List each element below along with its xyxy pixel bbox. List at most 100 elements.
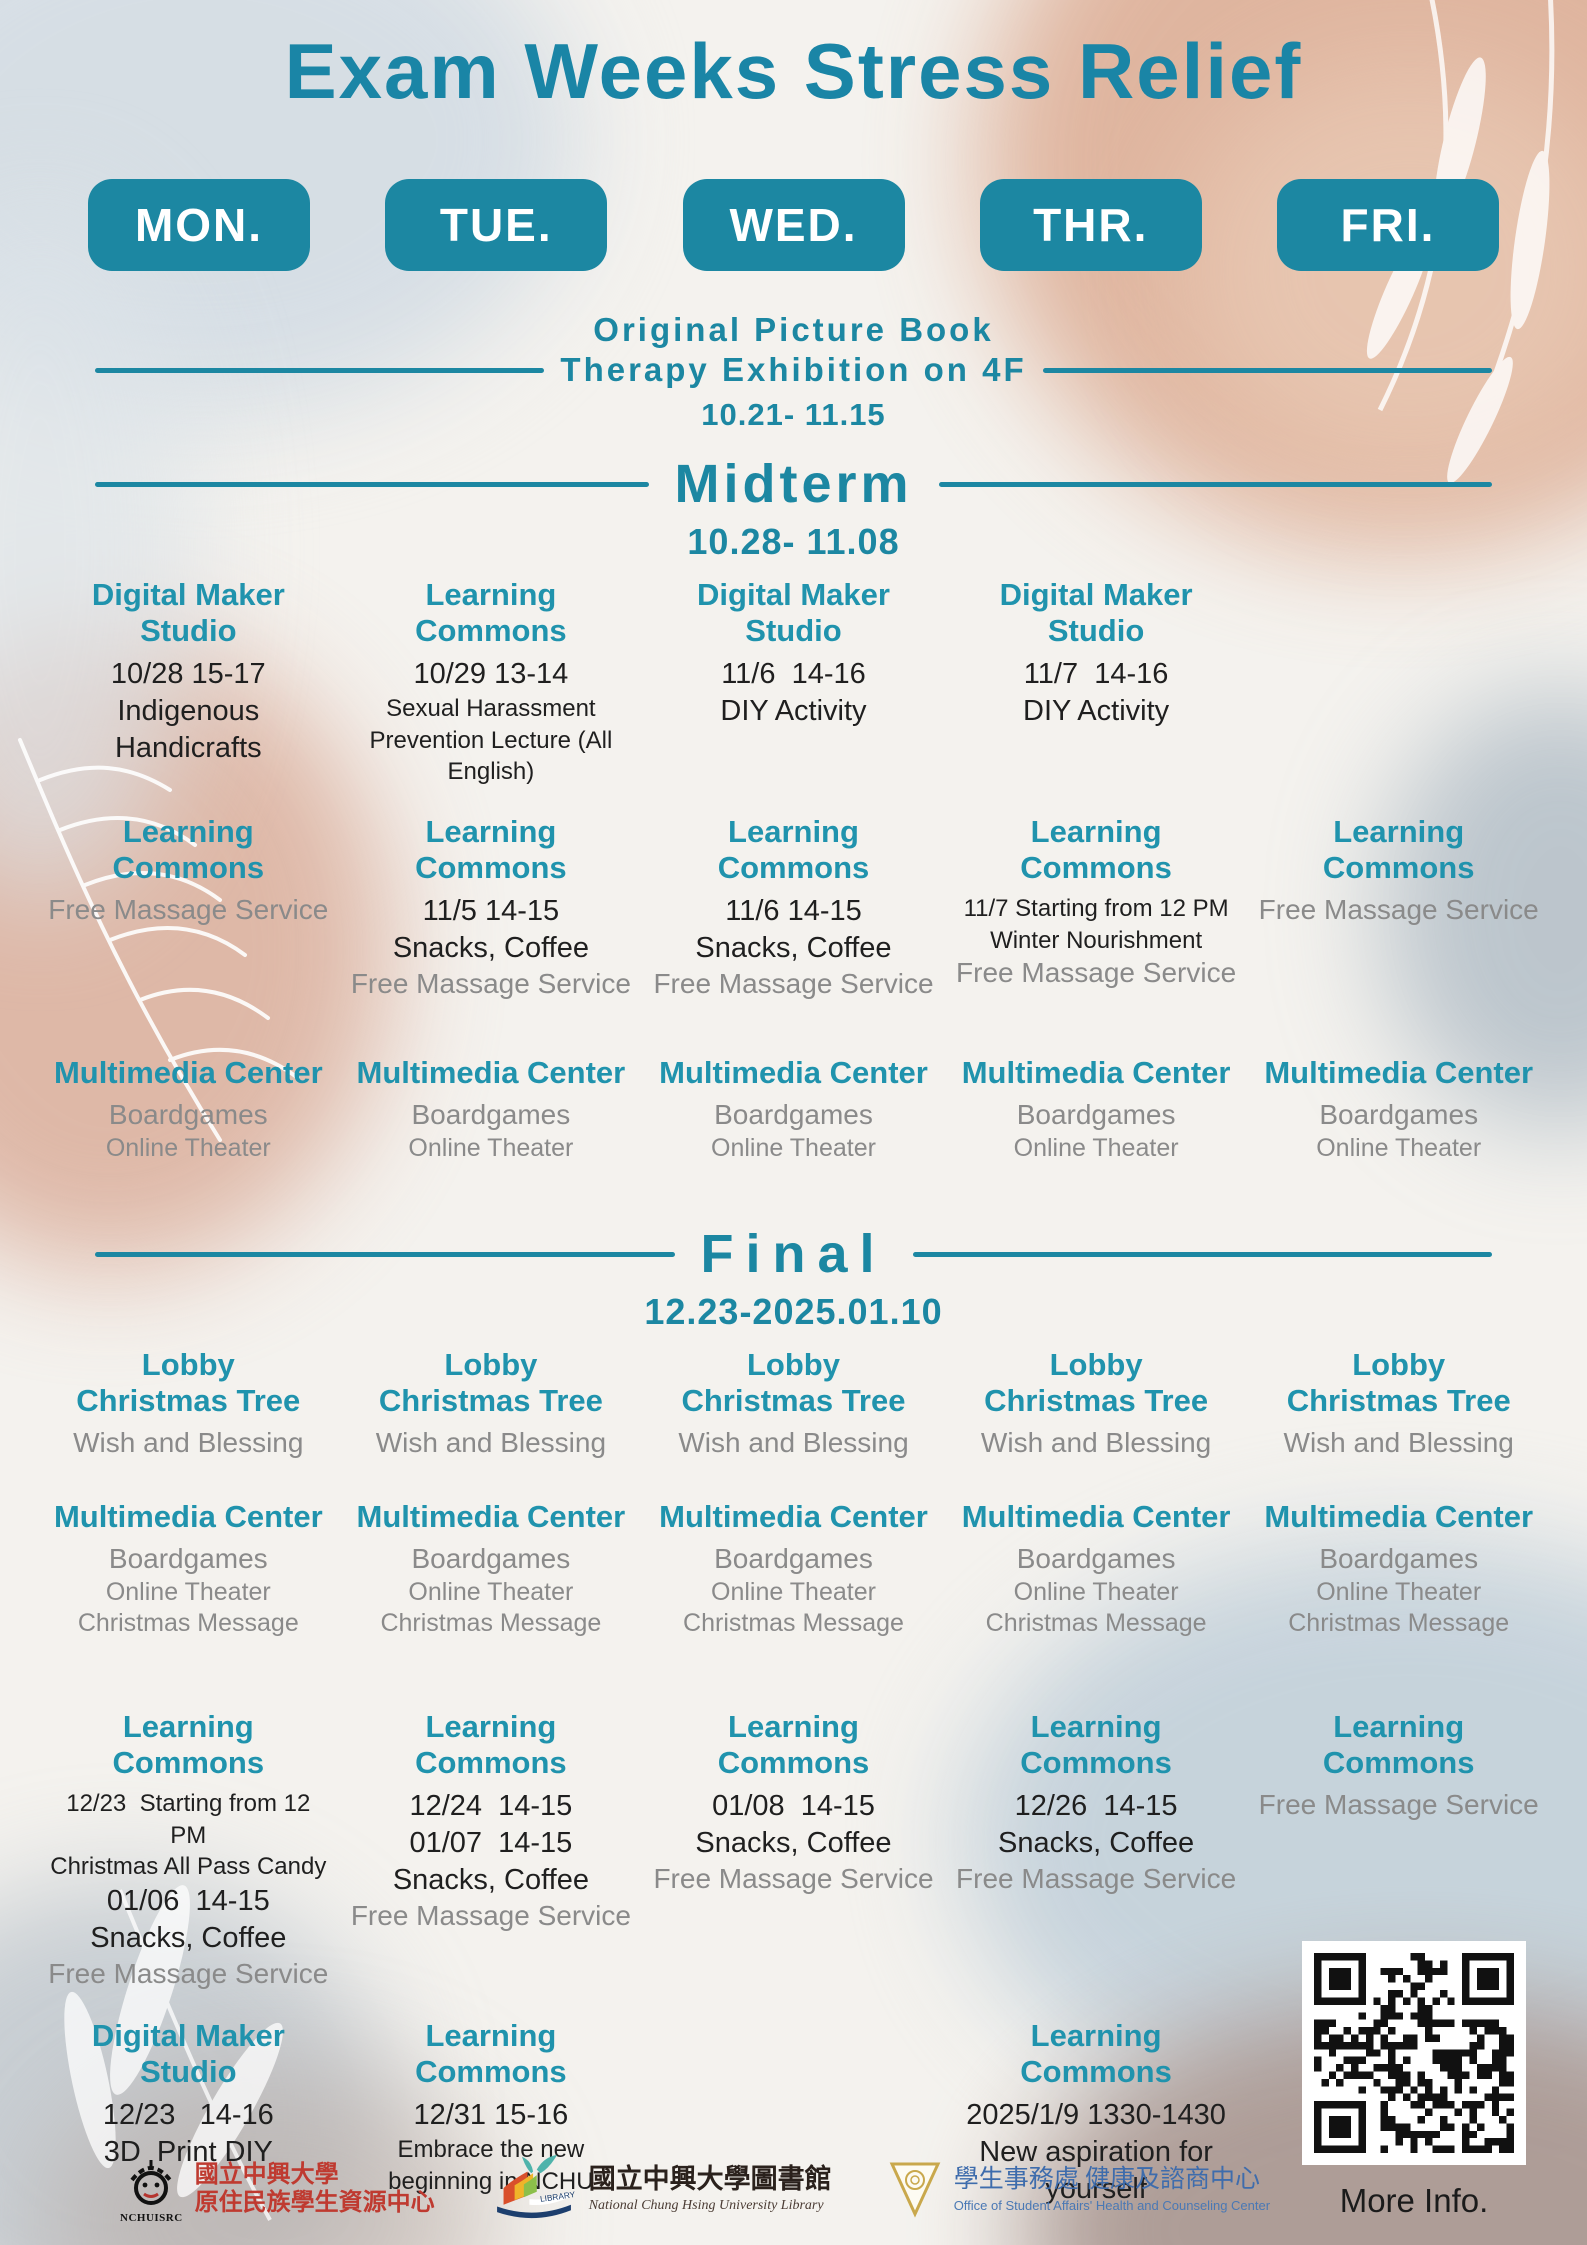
event-line: Indigenous Handicrafts <box>114 695 268 765</box>
event-line: 3D Print DIY <box>103 2135 273 2168</box>
event-line: Boardgames <box>1016 1542 1176 1574</box>
event-line: Sexual Harassment Prevention Lecture (Al… <box>369 695 619 786</box>
schedule-cell: Learning Commons Free Massage Service <box>1254 814 1543 1029</box>
schedule-cell: Multimedia Center Boardgames Online Theate… <box>649 1499 938 1683</box>
divider-line <box>95 481 649 487</box>
section-title-midterm: Midterm <box>674 454 913 514</box>
event-line: 10/29 13-14 <box>413 657 569 690</box>
schedule-cell: Learning Commons 12/26 14-15 Snacks, Coffe… <box>952 1709 1241 1992</box>
event-line: Wish and Blessing <box>375 1426 607 1458</box>
event-line: Boardgames <box>411 1098 571 1130</box>
schedule-cell: Lobby Christmas Tree Wish and Blessing <box>952 1347 1241 1473</box>
divider-line <box>1042 367 1493 373</box>
nchuisrc-text-line2: 原住民族學生資源中心 <box>194 2189 435 2216</box>
event-line: DIY Activity <box>720 695 867 728</box>
divider-line <box>912 1251 1493 1257</box>
event-line: Christmas Message <box>77 1608 299 1637</box>
schedule-cell: Learning Commons 11/7 Starting from 12 PM… <box>952 814 1241 1029</box>
venue-name: Lobby <box>1352 1347 1446 1383</box>
section-dates-final: 12.23-2025.01.10 <box>644 1291 943 1333</box>
event-line: Free Massage Service <box>48 1958 329 1990</box>
venue-name: Lobby <box>141 1347 235 1383</box>
event-line: Online Theater <box>711 1133 876 1162</box>
event-line: Winter Nourishment <box>990 926 1203 954</box>
venue-name: Multimedia Center <box>356 1055 626 1091</box>
event-line: 11/5 14-15 <box>422 894 560 927</box>
event-line: Free Massage Service <box>1258 893 1539 925</box>
venue-name: Christmas Tree <box>984 1382 1209 1418</box>
schedule-cell: Digital Maker Studio 12/23 14-16 3D Print … <box>44 2018 333 2208</box>
health-center-text-line1: 學生事務處 健康及諮商中心 <box>953 2165 1260 2193</box>
venue-name: Christmas Tree <box>681 1382 906 1418</box>
event-line: 12/26 14-15 <box>1014 1789 1178 1822</box>
health-center-text-line2: Office of Student Affairs' Health and Co… <box>953 2198 1271 2214</box>
event-line: 12/24 14-15 <box>409 1789 573 1822</box>
event-line: 12/23 14-16 <box>102 2098 274 2131</box>
schedule-cell: Multimedia Center Boardgames Online Theate… <box>952 1055 1241 1203</box>
event-line: Free Massage Service <box>350 968 631 1000</box>
schedule-cell <box>1254 577 1543 788</box>
library-logo: LIBRARY 國立中興大學圖書館 National Chung Hsing U… <box>491 2153 832 2225</box>
venue-name: Lobby <box>746 1347 840 1383</box>
event-line: Snacks, Coffee <box>695 1827 892 1860</box>
venue-name: Learning Commons <box>415 1709 567 1780</box>
venue-name: Learning Commons <box>415 577 567 648</box>
health-center-logo: 學生事務處 健康及諮商中心 Office of Student Affairs'… <box>888 2158 1270 2220</box>
event-line: Snacks, Coffee <box>392 932 589 965</box>
venue-name: Learning Commons <box>1020 814 1172 885</box>
venue-name: Learning Commons <box>1322 1709 1475 1780</box>
nchuisrc-logo-icon <box>130 2160 172 2205</box>
schedule-cell: Learning Commons 12/24 14-15 01/07 14-15 Sn… <box>347 1709 636 1992</box>
venue-name: Lobby <box>1049 1347 1143 1383</box>
event-line: 01/06 14-15 <box>106 1884 270 1917</box>
nchuisrc-text-line1: 國立中興大學 <box>194 2160 339 2188</box>
nchuisrc-logo: NCHUISRC 國立中興大學 原住民族學生資源中心 <box>120 2154 435 2224</box>
event-line: Snacks, Coffee <box>998 1827 1195 1860</box>
schedule-cell: Lobby Christmas Tree Wish and Blessing <box>649 1347 938 1473</box>
event-line: Online Theater <box>105 1577 271 1606</box>
event-line: 11/7 Starting from 12 PM <box>963 894 1229 922</box>
day-header-wed: WED. <box>682 179 905 271</box>
midterm-grid: Digital Maker Studio 10/28 15-17 Indigenou… <box>44 577 1543 1203</box>
exhibition-banner: Original Picture Book Therapy Exhibition… <box>0 311 1587 433</box>
midterm-section-header: Midterm 10.28- 11.08 <box>0 453 1587 563</box>
venue-name: Lobby <box>444 1347 538 1383</box>
schedule-cell: Learning Commons 10/29 13-14 Sexual Harass… <box>347 577 636 788</box>
venue-name: Digital Maker Studio <box>697 577 899 648</box>
venue-name: Multimedia Center <box>961 1055 1231 1091</box>
venue-name: Christmas Tree <box>76 1382 301 1418</box>
event-line: Boardgames <box>411 1542 571 1574</box>
event-line: Embrace the new beginning in NCHU <box>388 2135 594 2195</box>
library-text-line2: National Chung Hsing University Library <box>588 2197 824 2213</box>
event-line: Boardgames <box>714 1098 873 1130</box>
event-line: Online Theater <box>1316 1133 1482 1162</box>
schedule-cell: Learning Commons 12/23 Starting from 12 P… <box>44 1709 333 1992</box>
schedule-cell: Lobby Christmas Tree Wish and Blessing <box>44 1347 333 1473</box>
venue-name: Multimedia Center <box>961 1499 1231 1535</box>
event-line: Christmas Message <box>985 1608 1207 1637</box>
event-line: Wish and Blessing <box>678 1426 909 1458</box>
schedule-cell: Lobby Christmas Tree Wish and Blessing <box>347 1347 636 1473</box>
venue-name: Learning Commons <box>415 2017 567 2089</box>
venue-name: Multimedia Center <box>1264 1499 1534 1535</box>
event-line: Boardgames <box>108 1542 268 1574</box>
schedule-cell: Learning Commons 2025/1/9 1330-1430 New as… <box>952 2018 1241 2208</box>
library-caption: LIBRARY <box>539 2189 576 2204</box>
schedule-cell: Learning Commons Free Massage Service <box>1254 1709 1543 1992</box>
event-line: Christmas Message <box>1288 1608 1510 1637</box>
venue-name: Multimedia Center <box>659 1499 928 1535</box>
event-line: Free Massage Service <box>350 1900 631 1932</box>
library-text-line1: 國立中興大學圖書館 <box>588 2163 832 2194</box>
day-header-mon: MON. <box>88 179 310 271</box>
event-line: Boardgames <box>108 1098 268 1130</box>
event-line: 10/28 15-17 <box>110 657 266 690</box>
poster-title: Exam Weeks Stress Relief <box>284 27 1303 115</box>
schedule-cell: Learning Commons 11/5 14-15 Snacks, Coffee… <box>347 814 636 1029</box>
venue-name: Digital Maker Studio <box>91 577 294 648</box>
section-dates-midterm: 10.28- 11.08 <box>687 521 900 562</box>
library-logo-icon: LIBRARY <box>496 2154 576 2219</box>
day-header-fri: FRI. <box>1277 179 1499 271</box>
event-line: Online Theater <box>105 1133 271 1162</box>
schedule-cell: Multimedia Center Boardgames Online Theate… <box>44 1499 333 1683</box>
venue-name: Multimedia Center <box>1264 1055 1534 1091</box>
